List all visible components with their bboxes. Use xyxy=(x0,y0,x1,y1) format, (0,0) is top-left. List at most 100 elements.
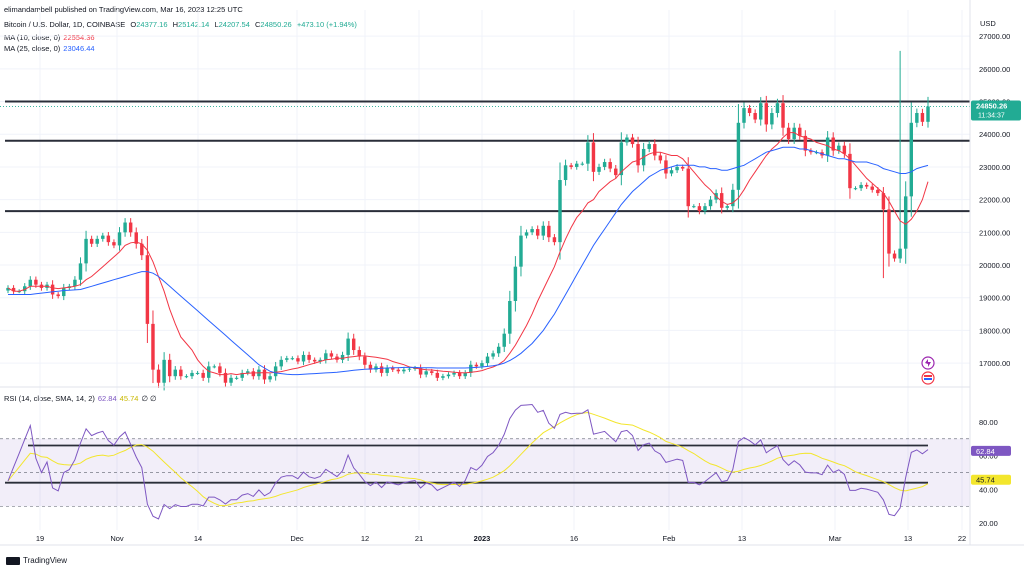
candle-body xyxy=(318,359,322,362)
candle-body xyxy=(719,193,724,208)
candle-body xyxy=(430,371,434,373)
rsi-tick-label: 20.00 xyxy=(979,519,998,528)
x-tick-label: 13 xyxy=(738,534,746,543)
candle-body xyxy=(223,372,228,383)
candle-body xyxy=(173,369,177,377)
currency-label: USD xyxy=(980,19,996,28)
x-tick-label: 16 xyxy=(570,534,578,543)
flag-icon-stripe xyxy=(924,378,932,380)
candle-body xyxy=(368,364,373,370)
candle-body xyxy=(864,184,869,187)
candle-body xyxy=(212,366,217,368)
candle-body xyxy=(614,168,618,176)
candle-body xyxy=(903,196,908,249)
candle-body xyxy=(764,103,769,125)
flag-icon xyxy=(921,371,935,385)
candle-body xyxy=(134,232,138,244)
x-tick-label: 14 xyxy=(194,534,202,543)
candle-body xyxy=(664,160,668,174)
candle-body xyxy=(140,243,144,256)
rsi-line xyxy=(7,403,929,520)
last-price-value: 24850.26 xyxy=(976,101,1007,110)
candle-body xyxy=(28,279,33,287)
candle-body xyxy=(56,294,60,297)
candle-body xyxy=(246,371,250,373)
countdown-timer: 11:34:37 xyxy=(978,112,1005,119)
candle-body xyxy=(218,366,222,373)
candle-body xyxy=(731,189,735,207)
candle-body xyxy=(6,287,10,291)
candle-body xyxy=(402,369,406,372)
candle-body xyxy=(301,354,306,362)
x-tick-label: 21 xyxy=(415,534,423,543)
candle-body xyxy=(128,222,133,233)
open-label: O xyxy=(130,20,137,29)
candle-body xyxy=(575,163,579,167)
high-label: H xyxy=(172,20,179,29)
candle-body xyxy=(363,356,367,365)
candle-body xyxy=(541,225,545,236)
x-tick-label: 19 xyxy=(36,534,44,543)
candle-body xyxy=(101,235,105,239)
candle-body xyxy=(798,127,802,136)
candle-body xyxy=(418,368,423,375)
candle-body xyxy=(207,366,211,378)
candle-body xyxy=(753,112,757,120)
candle-body xyxy=(837,145,841,151)
candle-body xyxy=(285,358,289,360)
ohlc-line: Bitcoin / U.S. Dollar, 1D, COINBASE O243… xyxy=(4,20,357,29)
ma10-value: 22554.36 xyxy=(63,33,95,42)
candle-body xyxy=(296,358,300,362)
rsi-extra: ∅ ∅ xyxy=(141,394,157,403)
candle-body xyxy=(151,323,155,370)
candle-body xyxy=(636,144,640,166)
candle-body xyxy=(229,377,233,383)
candle-body xyxy=(831,137,835,151)
candle-body xyxy=(547,225,551,238)
candle-body xyxy=(407,368,412,370)
rsi-ma-value: 45.74 xyxy=(119,394,139,403)
brand-name: TradingView xyxy=(23,556,68,565)
candle-body xyxy=(809,150,813,153)
candle-body xyxy=(474,364,479,367)
last-price-tag xyxy=(971,100,1021,121)
candle-body xyxy=(307,354,311,360)
y-tick-label: 17000.00 xyxy=(979,359,1010,368)
candle-body xyxy=(346,338,350,355)
y-tick-label: 21000.00 xyxy=(979,228,1010,237)
candle-body xyxy=(190,372,194,377)
candle-body xyxy=(463,372,467,377)
candle-body xyxy=(50,284,55,295)
candle-body xyxy=(708,199,713,207)
candle-body xyxy=(625,137,629,143)
candle-body xyxy=(814,152,819,154)
candle-body xyxy=(597,166,601,172)
candle-body xyxy=(647,144,651,149)
candle-body xyxy=(89,238,94,244)
rsi-last-value: 62.84 xyxy=(976,447,995,456)
candle-body xyxy=(535,229,540,236)
candle-body xyxy=(446,374,451,377)
candle-body xyxy=(262,369,267,380)
rsi-legend[interactable]: RSI (14, close, SMA, 14, 2) 62.84 45.74 ∅ ∅ xyxy=(4,394,157,403)
candle-body xyxy=(374,366,378,370)
candle-body xyxy=(580,163,585,165)
candle-body xyxy=(457,372,462,377)
candle-body xyxy=(312,359,317,362)
flag-icon-stripe xyxy=(924,375,932,377)
rsi-tick-label: 40.00 xyxy=(979,485,998,494)
candle-body xyxy=(881,193,886,210)
candle-body xyxy=(770,112,774,125)
candle-body xyxy=(117,232,122,246)
candle-body xyxy=(379,366,384,373)
candle-body xyxy=(385,368,389,373)
footer-brand: TradingView xyxy=(6,556,67,565)
publish-line: elimandambell published on TradingView.c… xyxy=(4,5,243,14)
candle-body xyxy=(424,371,428,375)
ma25-legend[interactable]: MA (25, close, 0) 23046.44 xyxy=(4,44,95,53)
ma10-legend[interactable]: MA (10, close, 0) 22554.36 xyxy=(4,33,95,42)
rsi-tick-label: 80.00 xyxy=(979,418,998,427)
candle-body xyxy=(95,238,99,244)
candle-body xyxy=(915,112,919,123)
